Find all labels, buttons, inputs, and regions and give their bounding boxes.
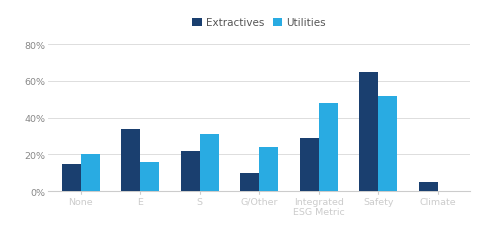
Bar xyxy=(180,151,200,191)
Bar xyxy=(240,173,259,191)
Bar xyxy=(259,147,278,191)
Bar xyxy=(300,138,319,191)
Bar xyxy=(319,104,338,191)
Legend: Extractives, Utilities: Extractives, Utilities xyxy=(192,18,326,28)
Bar xyxy=(62,164,81,191)
Bar xyxy=(419,182,438,191)
Bar xyxy=(121,129,140,191)
Bar xyxy=(140,162,159,191)
Bar xyxy=(81,155,100,191)
Bar xyxy=(359,72,378,191)
Bar xyxy=(200,135,219,191)
Bar xyxy=(378,96,397,191)
